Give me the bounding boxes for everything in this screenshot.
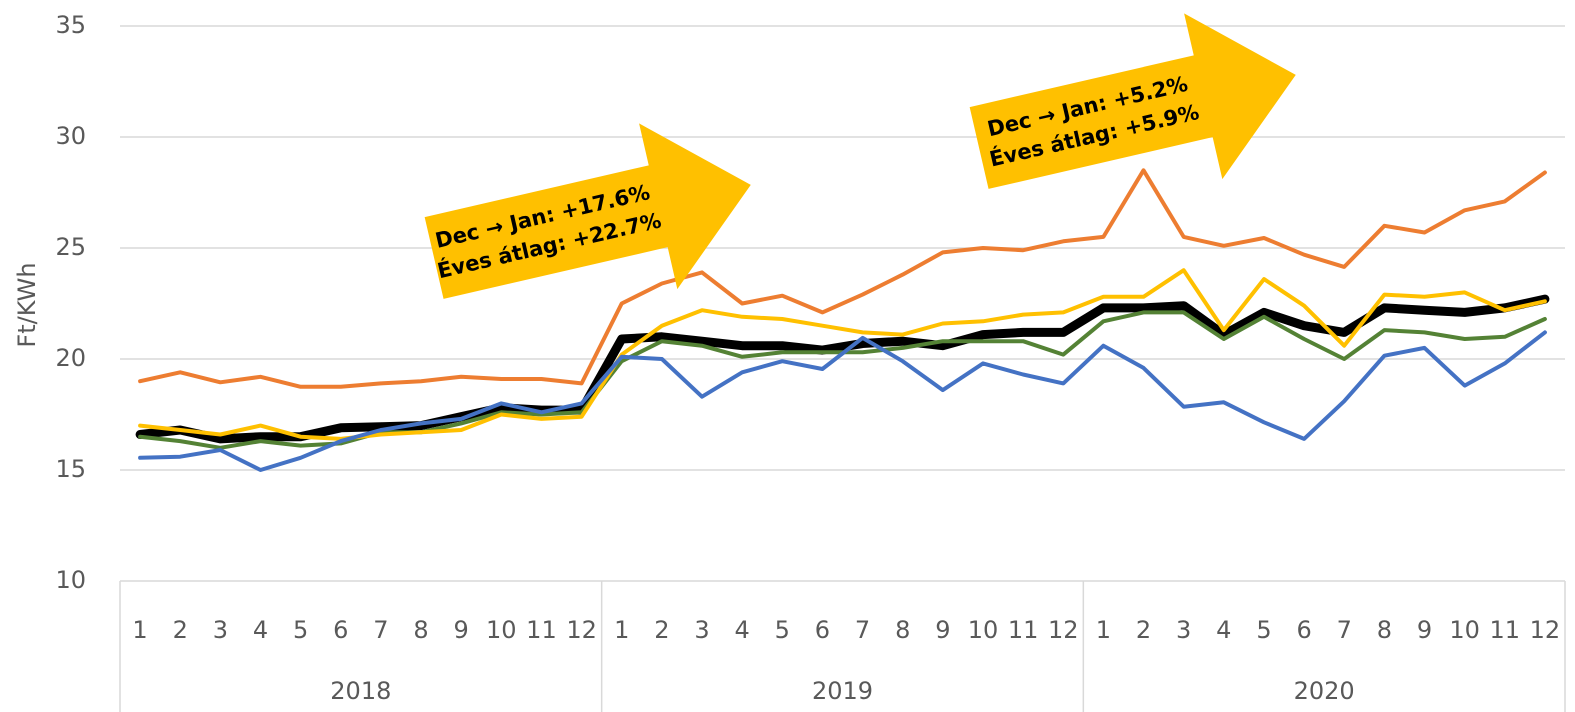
series-line bbox=[138, 168, 1547, 389]
x-tick-label: 4 bbox=[253, 616, 268, 644]
y-tick-label: 10 bbox=[55, 566, 86, 594]
x-tick-label: 9 bbox=[454, 616, 469, 644]
y-tick-label: 35 bbox=[55, 11, 86, 39]
annotation-arrow bbox=[969, 13, 1296, 189]
group-label: 2020 bbox=[1294, 677, 1355, 705]
series-line bbox=[135, 294, 1550, 444]
x-tick-label: 1 bbox=[132, 616, 147, 644]
x-tick-label: 12 bbox=[1530, 616, 1561, 644]
x-tick-label: 10 bbox=[1449, 616, 1480, 644]
x-tick-label: 11 bbox=[1008, 616, 1039, 644]
x-tick-label: 9 bbox=[935, 616, 950, 644]
x-tick-label: 2 bbox=[173, 616, 188, 644]
x-tick-label: 4 bbox=[735, 616, 750, 644]
y-axis-label: Ft/KWh bbox=[13, 262, 41, 347]
x-tick-label: 7 bbox=[373, 616, 388, 644]
x-tick-label: 5 bbox=[775, 616, 790, 644]
x-tick-label: 9 bbox=[1417, 616, 1432, 644]
annotation-arrow bbox=[424, 123, 751, 299]
group-label: 2019 bbox=[812, 677, 873, 705]
x-tick-label: 5 bbox=[293, 616, 308, 644]
series-line bbox=[138, 330, 1547, 472]
x-tick-label: 3 bbox=[213, 616, 228, 644]
y-tick-label: 20 bbox=[55, 344, 86, 372]
annotation: Dec → Jan: +17.6%Éves átlag: +22.7% bbox=[424, 123, 751, 299]
x-tick-label: 7 bbox=[1337, 616, 1352, 644]
x-tick-label: 6 bbox=[815, 616, 830, 644]
x-tick-label: 11 bbox=[526, 616, 557, 644]
x-tick-label: 10 bbox=[968, 616, 999, 644]
x-tick-label: 12 bbox=[1048, 616, 1079, 644]
x-tick-label: 7 bbox=[855, 616, 870, 644]
x-tick-label: 6 bbox=[333, 616, 348, 644]
x-tick-label: 5 bbox=[1256, 616, 1271, 644]
x-tick-label: 8 bbox=[895, 616, 910, 644]
x-tick-label: 6 bbox=[1296, 616, 1311, 644]
x-tick-label: 3 bbox=[694, 616, 709, 644]
x-tick-label: 12 bbox=[566, 616, 597, 644]
x-tick-label: 2 bbox=[654, 616, 669, 644]
series-line bbox=[138, 268, 1547, 441]
x-tick-label: 1 bbox=[1096, 616, 1111, 644]
y-tick-label: 15 bbox=[55, 455, 86, 483]
x-tick-label: 8 bbox=[1377, 616, 1392, 644]
x-tick-label: 4 bbox=[1216, 616, 1231, 644]
x-tick-label: 1 bbox=[614, 616, 629, 644]
x-tick-label: 3 bbox=[1176, 616, 1191, 644]
annotation: Dec → Jan: +5.2%Éves átlag: +5.9% bbox=[969, 13, 1296, 189]
x-tick-label: 11 bbox=[1490, 616, 1521, 644]
y-tick-label: 30 bbox=[55, 122, 86, 150]
x-tick-label: 2 bbox=[1136, 616, 1151, 644]
group-label: 2018 bbox=[330, 677, 391, 705]
x-tick-label: 10 bbox=[486, 616, 517, 644]
y-tick-label: 25 bbox=[55, 233, 86, 261]
x-tick-label: 8 bbox=[413, 616, 428, 644]
